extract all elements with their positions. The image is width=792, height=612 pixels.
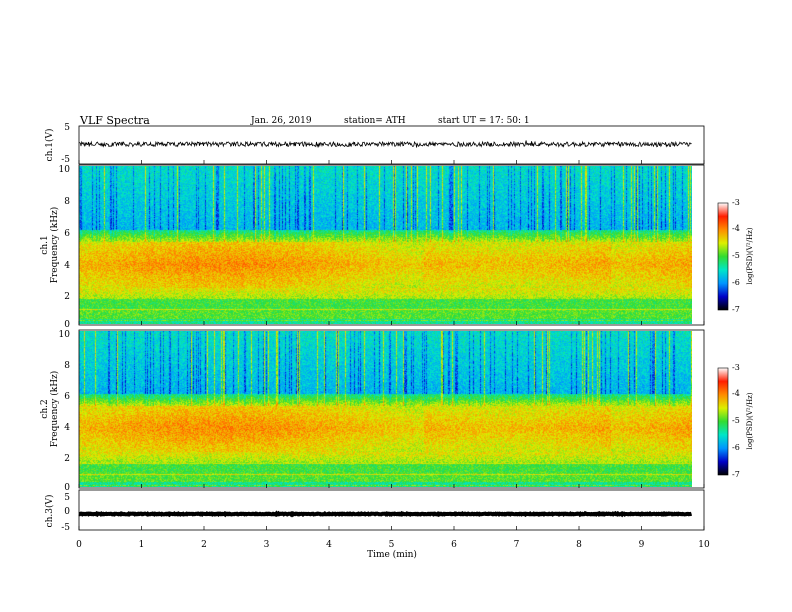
spec2-ytick-0: 0 [64, 483, 70, 493]
spec2-ytick-10: 10 [59, 330, 71, 340]
cb2-tick-m7: -7 [732, 470, 740, 479]
spec2-ytick-8: 8 [64, 361, 70, 371]
x-tick-label: 8 [576, 540, 582, 550]
x-tick-label: 4 [326, 540, 332, 550]
spec2-ylabel: Frequency (kHz) [49, 371, 60, 448]
panel-waveform-ch3: 5 0 -5 ch.3(V) [44, 489, 705, 533]
colorbar-ch1: -3 -4 -5 -6 -7 log(PSD)(V²/Hz) [717, 198, 754, 314]
spec2-ytick-2: 2 [64, 454, 70, 464]
spec1-ylabel-channel: ch.1 [40, 235, 50, 254]
x-tick-label: 10 [698, 540, 710, 550]
waveform-ch3-ytick-mid: 0 [64, 507, 70, 517]
x-tick-label: 7 [514, 540, 520, 550]
cb1-tick-m6: -6 [732, 278, 740, 287]
x-tick-label: 1 [139, 540, 145, 550]
x-tick-label: 9 [639, 540, 645, 550]
cb2-tick-m3: -3 [732, 363, 740, 372]
x-tick-label: 0 [76, 540, 82, 550]
waveform-ch1-frame [78, 125, 705, 165]
waveform-ch3-ytick-top: 5 [64, 493, 70, 503]
spec1-ylabel: Frequency (kHz) [49, 207, 60, 284]
cb1-tick-m7: -7 [732, 305, 740, 314]
waveform-ch3-ytick-bottom: -5 [61, 523, 70, 533]
panel-waveform-ch1: 5 -5 ch.1(V) [44, 123, 705, 165]
waveform-ch3-ylabel: ch.3(V) [44, 495, 55, 528]
spec2-ytick-4: 4 [64, 423, 70, 433]
spec1-ytick-8: 8 [64, 197, 70, 207]
spec1-ytick-0: 0 [64, 320, 70, 330]
cb1-tick-m5: -5 [732, 251, 740, 260]
x-tick-label: 3 [264, 540, 270, 550]
colorbar-ch1-label: log(PSD)(V²/Hz) [746, 227, 754, 284]
date-label: Jan. 26, 2019 [250, 116, 312, 126]
colorbar-ch2-gradient [717, 367, 729, 476]
colorbar-ch1-gradient [717, 202, 729, 311]
colorbar-ch2: -3 -4 -5 -6 -7 log(PSD)(V²/Hz) [717, 363, 754, 479]
spec1-ytick-4: 4 [64, 261, 70, 271]
station-label: station= ATH [344, 116, 406, 126]
x-tick-label: 5 [389, 540, 395, 550]
start-time-label: start UT = 17: 50: 1 [438, 116, 530, 126]
cb2-tick-m5: -5 [732, 416, 740, 425]
waveform-ch3-frame [78, 489, 705, 531]
x-tick-label: 6 [451, 540, 457, 550]
waveform-ch1-ylabel: ch.1(V) [44, 129, 55, 162]
cb2-tick-m6: -6 [732, 443, 740, 452]
spectrogram-ch2-image [79, 331, 692, 487]
figure-title: VLF Spectra [79, 114, 150, 127]
cb1-tick-m3: -3 [732, 198, 740, 207]
cb2-tick-m4: -4 [732, 389, 740, 398]
spectrogram-ch1-image [79, 166, 692, 324]
spec2-ytick-6: 6 [64, 392, 70, 402]
x-tick-label: 2 [201, 540, 207, 550]
x-axis: 0 1 2 3 4 5 6 7 8 9 10 [76, 160, 710, 550]
spec1-ytick-6: 6 [64, 229, 70, 239]
x-axis-label: Time (min) [367, 549, 417, 560]
waveform-ch3-trace [78, 510, 693, 518]
spec1-ytick-10: 10 [59, 165, 71, 175]
waveform-ch1-trace [78, 140, 692, 148]
waveform-ch1-ytick-top: 5 [64, 123, 70, 133]
spec2-ylabel-channel: ch.2 [40, 399, 50, 418]
spec1-ytick-2: 2 [64, 292, 70, 302]
waveform-ch1-ytick-bottom: -5 [61, 155, 70, 165]
cb1-tick-m4: -4 [732, 224, 740, 233]
colorbar-ch2-label: log(PSD)(V²/Hz) [746, 392, 754, 449]
